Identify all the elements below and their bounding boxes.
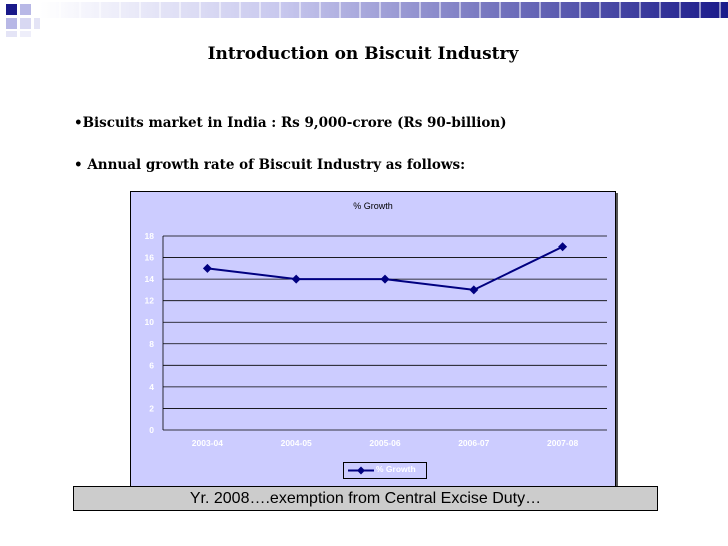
y-tick-label: 4 [149,382,154,392]
bullet-market-size: •Biscuits market in India : Rs 9,000-cro… [74,115,507,131]
decorative-header-bar [6,2,728,37]
x-tick-label: 2005-06 [369,438,400,448]
chart-legend: % Growth [343,462,427,479]
y-tick-label: 0 [149,425,154,435]
y-tick-label: 14 [145,274,155,284]
legend-label: % Growth [376,464,416,474]
chart-title: % Growth [353,201,393,211]
data-point [202,263,212,273]
y-tick-label: 18 [145,231,155,241]
data-point [469,285,479,295]
data-point [291,274,301,284]
slide-title: Introduction on Biscuit Industry [207,44,519,64]
x-tick-label: 2006-07 [458,438,489,448]
y-tick-label: 2 [149,403,154,413]
x-tick-label: 2004-05 [281,438,312,448]
legend-marker-icon [348,466,374,475]
data-point [558,242,568,252]
y-tick-label: 16 [145,253,155,263]
chart-area: % Growth 0 2 4 6 8 10 12 14 16 18 2003-04 2004-05 20… [130,191,616,487]
footer-note: Yr. 2008….exemption from Central Excise … [73,486,658,511]
y-tick-label: 12 [145,296,155,306]
data-point [380,274,390,284]
line-chart: 0 2 4 6 8 10 12 14 16 18 2003-04 2004-05 2005-06 2006… [145,231,607,448]
bullet-growth-rate: • Annual growth rate of Biscuit Industry… [74,157,466,173]
y-tick-label: 10 [145,317,155,327]
y-tick-label: 8 [149,339,154,349]
x-tick-label: 2003-04 [192,438,223,448]
y-tick-label: 6 [149,360,154,370]
x-tick-label: 2007-08 [547,438,578,448]
